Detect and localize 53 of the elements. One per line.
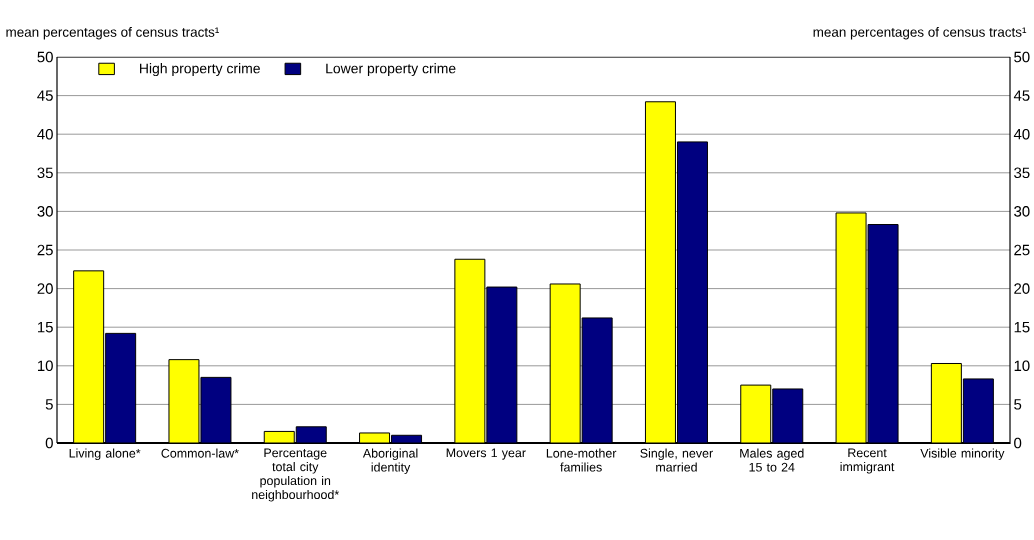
bar	[772, 388, 804, 443]
bar	[867, 224, 899, 443]
x-tick-label: Males aged 15 to 24	[740, 448, 804, 472]
bar	[740, 384, 772, 443]
y-tick-label: 35	[37, 167, 53, 179]
y2-tick-label: 20	[1014, 283, 1030, 294]
x-tick-label: Aboriginal identity	[362, 448, 418, 475]
y-tick-label: 45	[37, 90, 53, 101]
y2-tick-label: 50	[1014, 51, 1030, 63]
bar	[581, 317, 613, 443]
y2-tick-label: 35	[1014, 167, 1030, 179]
x-tick-label: Visible minority	[920, 448, 1005, 461]
x-tick-label: Movers 1 year	[446, 448, 526, 460]
bar	[962, 378, 994, 443]
bar	[835, 212, 867, 443]
y-tick-label: 10	[38, 360, 53, 372]
y-tick-label: 30	[37, 206, 53, 217]
bar	[486, 286, 518, 443]
y2-tick-label: 25	[1014, 244, 1030, 256]
legend-label: High property crime	[140, 63, 260, 77]
y-axis-title: mean percentages of census tracts¹	[6, 26, 220, 40]
y2-tick-label: 30	[1014, 206, 1030, 217]
y-tick-label: 0	[45, 437, 53, 449]
x-tick-label: Living alone*	[69, 448, 141, 461]
y2-tick-label: 45	[1013, 90, 1030, 101]
y2-tick-label: 10	[1014, 360, 1030, 372]
y-tick-label: 20	[37, 283, 53, 294]
y2-tick-label: 40	[1013, 128, 1030, 140]
x-tick-label: Lone-mother families	[546, 448, 617, 472]
y-tick-label: 15	[38, 321, 53, 333]
bar	[454, 258, 486, 443]
bar	[676, 141, 708, 443]
y-tick-label: 40	[37, 128, 53, 140]
y2-tick-label: 5	[1014, 399, 1022, 410]
bar	[295, 426, 327, 443]
bar	[930, 362, 962, 443]
x-tick-label: Percentage total city population in neighbourhood*	[252, 448, 340, 502]
y2-tick-label: 15	[1014, 321, 1030, 333]
y-tick-label: 50	[37, 51, 53, 63]
y-tick-label: 25	[37, 244, 53, 256]
y-tick-label: 5	[45, 399, 53, 410]
bar	[105, 332, 137, 443]
x-tick-label: Recent immigrant	[840, 448, 895, 474]
bar	[168, 359, 200, 443]
bar	[644, 101, 676, 443]
y2-tick-label: 0	[1014, 437, 1022, 449]
bar	[73, 270, 105, 443]
y2-axis-title: mean percentages of census tracts¹	[813, 26, 1027, 40]
bar	[200, 376, 232, 443]
x-tick-label: Single, never married	[640, 448, 713, 472]
bar	[549, 283, 581, 443]
x-tick-label: Common-law*	[161, 448, 239, 458]
legend-label: Lower property crime	[326, 63, 456, 77]
